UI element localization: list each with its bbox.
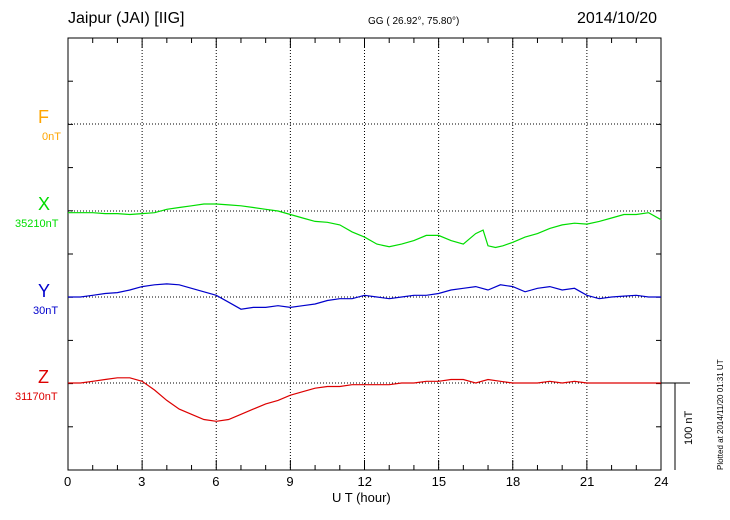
x-tick-label: 6 (212, 474, 220, 489)
component-z-letter: Z (38, 367, 49, 387)
series-line-x (68, 203, 662, 249)
component-x-letter: X (38, 194, 51, 214)
x-axis-label: U T (hour) (332, 490, 391, 505)
x-tick-label: 3 (138, 474, 146, 489)
grid-lines (68, 38, 661, 470)
scale-bar (661, 382, 690, 470)
axis-ticks (67, 37, 662, 471)
series-lines (68, 203, 662, 422)
scale-bar-label: 100 nT (683, 410, 695, 445)
station-title: Jaipur (JAI) [IIG] (68, 10, 185, 27)
component-f-letter: F (38, 107, 49, 127)
x-tick-label: 21 (579, 474, 595, 489)
component-y-letter: Y (38, 281, 51, 301)
series-line-y (68, 283, 661, 310)
station-coordinates: GG ( 26.92°, 75.80°) (368, 16, 460, 27)
x-tick-label: 15 (431, 474, 447, 489)
component-z-baseline: 31170nT (15, 391, 58, 403)
component-y-baseline: 30nT (33, 305, 59, 317)
x-tick-label: 9 (286, 474, 294, 489)
x-tick-label: 12 (357, 474, 372, 489)
x-tick-label: 24 (654, 474, 669, 489)
component-x-baseline: 35210nT (15, 218, 59, 230)
component-f-baseline: 0nT (42, 131, 61, 143)
plotted-timestamp: Plotted at 2014/11/20 01:31 UT (716, 359, 725, 470)
x-tick-label: 0 (64, 474, 72, 489)
series-line-z (68, 377, 661, 422)
x-tick-label: 18 (505, 474, 521, 489)
plot-date: 2014/10/20 (577, 10, 658, 27)
